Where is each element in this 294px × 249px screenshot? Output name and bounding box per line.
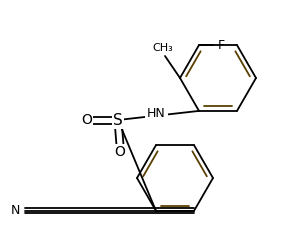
Text: O: O [81,113,92,127]
Text: HN: HN [147,107,166,120]
Text: N: N [10,204,20,217]
Text: O: O [115,145,126,159]
Text: F: F [218,39,225,52]
Text: S: S [113,113,123,127]
Text: CH₃: CH₃ [153,43,173,53]
